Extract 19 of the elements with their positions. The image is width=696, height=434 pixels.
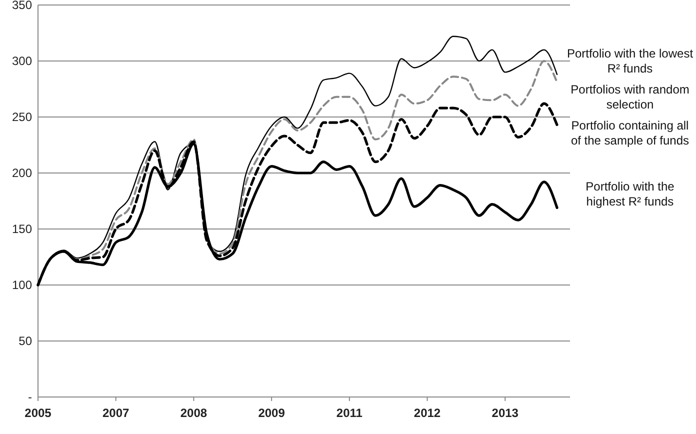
x-tick-label: 2007 <box>102 406 130 420</box>
y-tick-label: 50 <box>18 334 32 348</box>
x-tick-label: 2009 <box>258 406 286 420</box>
x-tick-label: 2012 <box>414 406 441 420</box>
series-label: Portfolio containing all of the sample of funds <box>570 118 690 148</box>
series-label: Portfolios with random selection <box>570 82 690 112</box>
y-tick-label: 350 <box>12 0 32 12</box>
x-tick-label: 2011 <box>336 406 363 420</box>
y-tick-label: 200 <box>12 166 32 180</box>
y-tick-label: 300 <box>12 54 32 68</box>
series-label: Portfolio with the lowest R² funds <box>566 46 694 76</box>
y-tick-label: - <box>28 390 32 404</box>
y-tick-label: 150 <box>12 222 32 236</box>
x-tick-label: 2005 <box>24 406 52 420</box>
y-tick-label: 250 <box>12 110 32 124</box>
x-tick-label: 2013 <box>492 406 519 420</box>
text: Portfolio with the highest R² funds <box>586 180 675 209</box>
x-tick-label: 2008 <box>180 406 208 420</box>
y-tick-label: 100 <box>12 278 32 292</box>
